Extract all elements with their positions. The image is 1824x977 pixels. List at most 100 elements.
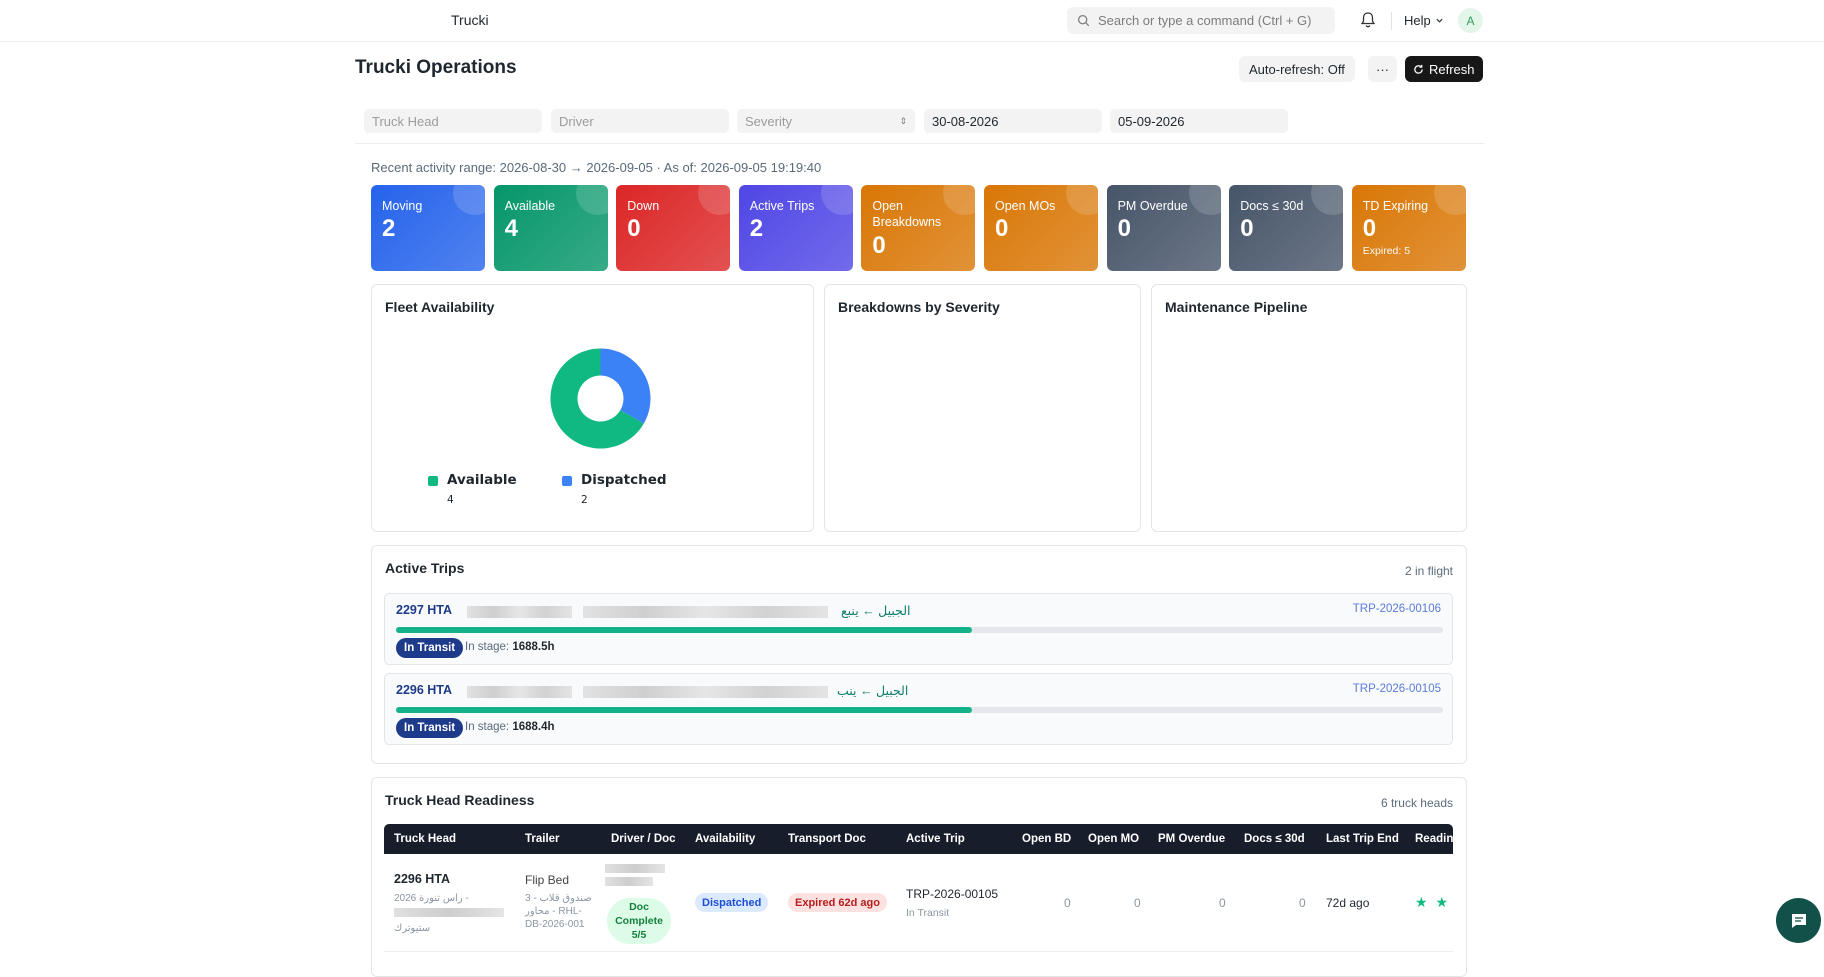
col-truck-head[interactable]: Truck Head <box>394 833 456 845</box>
search-bar[interactable]: Search or type a command (Ctrl + G) <box>1067 7 1335 34</box>
help-menu[interactable]: Help <box>1404 13 1444 28</box>
col-readiness[interactable]: Readin <box>1415 833 1453 845</box>
trip-card[interactable]: 2297 HTA الجبيل ← ينبع TRP-2026-00106 In… <box>384 593 1453 665</box>
col-open-bd[interactable]: Open BD <box>1022 833 1072 845</box>
active-trips-count: 2 in flight <box>1404 564 1453 578</box>
chevron-down-icon <box>1436 18 1443 23</box>
truck-head-filter[interactable]: Truck Head <box>364 109 542 133</box>
app-brand[interactable]: Trucki <box>451 12 489 28</box>
kpi-value: 0 <box>872 232 886 259</box>
trip-route: الجبيل ← ينبع <box>841 604 911 618</box>
chat-icon <box>1791 913 1806 928</box>
redacted-text <box>394 908 504 917</box>
kpi-label: Down <box>627 199 660 213</box>
driver-placeholder: Driver <box>559 113 594 129</box>
search-icon <box>1077 14 1090 27</box>
page-title: Trucki Operations <box>355 57 517 78</box>
stage-label: In stage: <box>465 641 510 653</box>
kpi-value: 0 <box>1240 215 1254 242</box>
trip-progress-track <box>396 627 1443 633</box>
doc-complete-badge: Doc Complete 5/5 <box>607 898 671 944</box>
kpi-card-moving[interactable]: Moving 2 <box>371 185 485 271</box>
kpi-card-docs-30d[interactable]: Docs ≤ 30d 0 <box>1229 185 1344 271</box>
kpi-value: 0 <box>995 215 1009 242</box>
kpi-card-available[interactable]: Available 4 <box>493 185 608 271</box>
donut-slice-available[interactable] <box>550 348 644 449</box>
transport-doc-badge: Expired 62d ago <box>788 893 887 912</box>
col-pm-overdue[interactable]: PM Overdue <box>1158 833 1226 845</box>
date-from-field[interactable]: 30-08-2026 <box>924 109 1102 133</box>
redacted-text <box>605 877 653 886</box>
kpi-card-open-breakdowns[interactable]: Open Breakdowns 0 <box>861 185 976 271</box>
kpi-card-open-mos[interactable]: Open MOs 0 <box>984 185 1098 271</box>
legend-value: 2 <box>581 494 588 506</box>
kpi-card-active-trips[interactable]: Active Trips 2 <box>738 185 853 271</box>
fleet-availability-title: Fleet Availability <box>385 299 495 315</box>
col-open-mo[interactable]: Open MO <box>1088 833 1140 845</box>
kpi-value: 0 <box>627 215 641 242</box>
col-transport-doc[interactable]: Transport Doc <box>788 833 866 845</box>
driver-filter[interactable]: Driver <box>551 109 729 133</box>
col-active-trip[interactable]: Active Trip <box>906 833 965 845</box>
readiness-count: 6 truck heads <box>1380 796 1453 810</box>
col-trailer[interactable]: Trailer <box>525 833 560 845</box>
row-open-mo: 0 <box>1134 896 1141 910</box>
kpi-card-td-expiring[interactable]: TD Expiring 0 Expired: 5 <box>1351 185 1466 271</box>
col-last-trip-end[interactable]: Last Trip End <box>1326 833 1399 845</box>
chat-button[interactable] <box>1776 898 1821 943</box>
kpi-label: Moving <box>382 199 423 213</box>
row-trailer-sub: 3 صندوق قلاب - محاور - RHL-DB-2026-001 <box>525 893 592 930</box>
legend-label: Available <box>447 472 517 488</box>
trip-code[interactable]: TRP-2026-00105 <box>1352 683 1441 695</box>
notification-bell-icon[interactable] <box>1360 11 1376 34</box>
kpi-label: PM Overdue <box>1117 199 1188 213</box>
fleet-availability-panel: Fleet Availability <box>371 284 814 532</box>
trip-truck: 2296 HTA <box>396 683 453 697</box>
trip-code[interactable]: TRP-2026-00106 <box>1352 603 1441 615</box>
redacted-text <box>467 686 572 698</box>
row-truck-sub2: ستيوترك <box>394 923 431 934</box>
row-active-trip[interactable]: TRP-2026-00105 <box>906 887 999 901</box>
col-driver-doc[interactable]: Driver / Doc <box>611 833 676 845</box>
help-label: Help <box>1404 13 1431 28</box>
redacted-text <box>467 606 572 618</box>
refresh-icon <box>1414 64 1423 74</box>
stage-value: 1688.4h <box>512 721 555 733</box>
kpi-value: 0 <box>1117 215 1131 242</box>
stage-label: In stage: <box>465 721 510 733</box>
legend-label: Dispatched <box>581 472 667 488</box>
row-trailer: Flip Bed <box>525 873 570 887</box>
legend-swatch <box>562 476 572 486</box>
truck-head-placeholder: Truck Head <box>372 113 439 129</box>
search-placeholder: Search or type a command (Ctrl + G) <box>1098 13 1312 28</box>
redacted-text <box>583 686 828 698</box>
date-to-field[interactable]: 05-09-2026 <box>1110 109 1288 133</box>
kpi-value: 4 <box>504 215 518 242</box>
col-docs-30d[interactable]: Docs ≤ 30d <box>1244 833 1305 845</box>
col-availability[interactable]: Availability <box>695 833 756 845</box>
more-options-button[interactable]: ··· <box>1368 56 1397 82</box>
trip-card[interactable]: 2296 HTA الجبيل ← ينب TRP-2026-00105 In … <box>384 673 1453 745</box>
readiness-panel: Truck Head Readiness 6 truck heads <box>371 777 1467 977</box>
kpi-value: 2 <box>749 215 764 242</box>
stage-value: 1688.5h <box>512 641 555 653</box>
legend-value: 4 <box>447 494 454 506</box>
refresh-button[interactable]: Refresh <box>1405 56 1483 82</box>
table-row[interactable]: 2296 HTA - راس تنورة 2026 ستيوترك Flip B… <box>384 854 1453 952</box>
row-pm-overdue: 0 <box>1219 896 1226 910</box>
legend-swatch <box>428 476 438 486</box>
readiness-table-header: Truck Head Trailer Driver / Doc Availabi… <box>384 824 1453 854</box>
donut-slice-dispatched[interactable] <box>600 348 651 424</box>
kpi-card-down[interactable]: Down 0 <box>616 185 731 271</box>
severity-select[interactable]: Severity ⇕ <box>737 109 915 133</box>
avatar[interactable]: A <box>1458 8 1483 33</box>
kpi-label: TD Expiring <box>1362 199 1429 213</box>
row-active-trip-status: In Transit <box>906 907 950 919</box>
kpi-card-pm-overdue[interactable]: PM Overdue 0 <box>1106 185 1221 271</box>
kpi-value: 0 <box>1362 215 1377 242</box>
auto-refresh-button[interactable]: Auto-refresh: Off <box>1239 56 1355 82</box>
trip-progress-fill <box>396 627 972 633</box>
kpi-subtext: Expired: 5 <box>1362 245 1411 257</box>
row-truck-sub: - راس تنورة 2026 <box>394 893 469 904</box>
select-caret-icon: ⇕ <box>899 115 907 126</box>
